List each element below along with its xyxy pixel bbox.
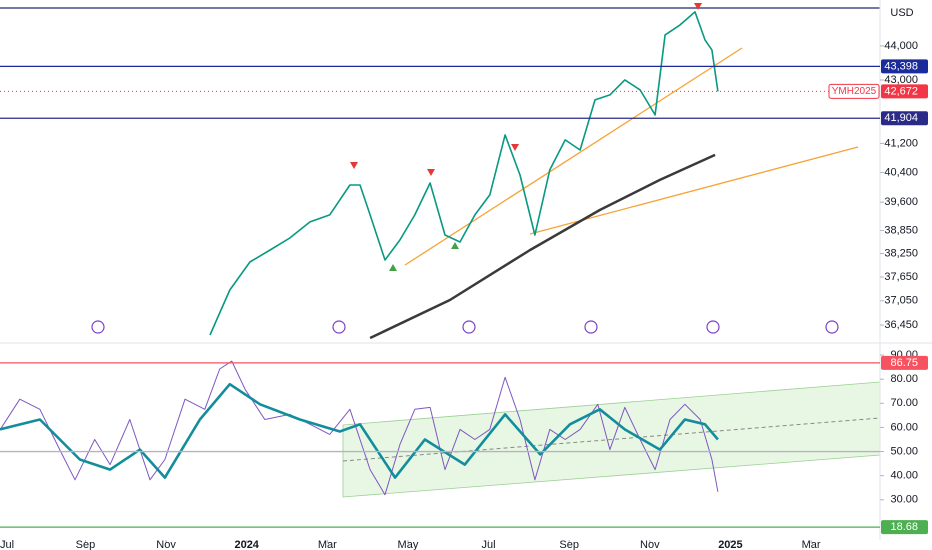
channel-mid [342,417,881,462]
y-tick-label: 80.00 [890,373,918,385]
level-label: 86.75 [890,357,918,369]
y-tick-label: 36,450 [884,319,918,331]
level-label: 43,398 [884,60,918,72]
y-tick-label: 44,000 [884,40,918,52]
x-tick-label: Sep [76,539,96,550]
symbol-tag [828,83,880,99]
y-tick-label: 40,400 [884,166,918,178]
x-tick-label: 2024 [234,539,259,550]
symbol-tag-label: YMH2025 [832,86,877,97]
x-tick-label: Mar [318,539,337,550]
y-tick-label: 37,650 [884,271,918,283]
series-line [369,153,716,340]
y-tick-label: 50.00 [890,445,918,457]
x-tick-label: Nov [156,539,176,550]
x-tick-label: Mar [802,539,821,550]
y-tick-label: 41,200 [884,137,918,149]
level-label: 42,672 [884,85,918,97]
level-label: 18.68 [890,521,918,533]
x-tick-label: Jul [0,539,14,550]
unit-label: USD [890,7,913,19]
sell-markers [350,3,702,176]
y-tick-label: 38,250 [884,247,918,259]
y-tick-label: 38,850 [884,224,918,236]
x-tick-label: Nov [640,539,660,550]
trendline [404,47,743,266]
y-tick-label: 39,600 [884,196,918,208]
level-label: 41,904 [884,112,918,124]
x-tick-label: Jul [482,539,496,550]
y-tick-label: 37,050 [884,295,918,307]
x-tick-label: 2025 [718,539,742,550]
buy-markers [389,242,459,271]
y-tick-label: 60.00 [890,421,918,433]
y-tick-label: 70.00 [890,397,918,409]
event-icons [91,320,839,334]
level-badge [881,84,928,99]
x-tick-label: May [398,539,419,550]
y-tick-label: 43,000 [884,74,918,86]
series-line [209,11,719,336]
y-tick-label: 30.00 [890,494,918,506]
y-tick-label: 40.00 [890,470,918,482]
level-badge [881,520,928,535]
level-badge [881,59,928,74]
level-badge [881,355,928,370]
level-badge [881,111,928,126]
series-line [0,360,719,496]
x-tick-label: Sep [559,539,579,550]
